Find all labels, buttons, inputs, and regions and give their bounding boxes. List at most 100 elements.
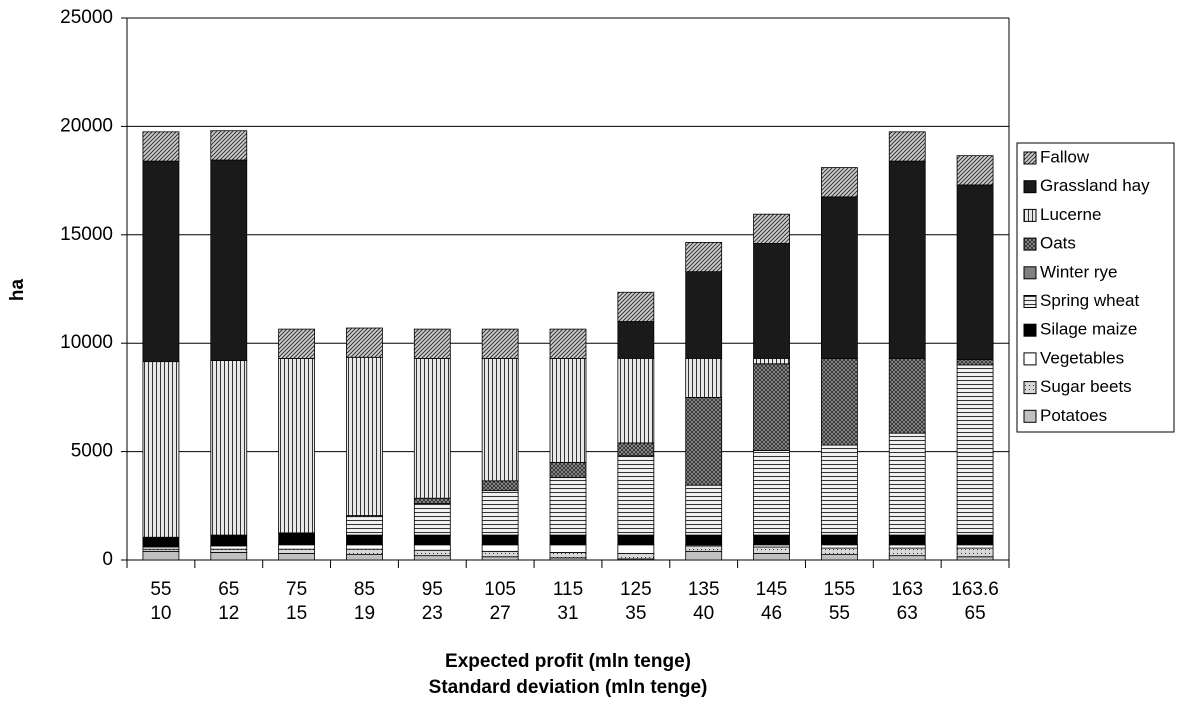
legend-label: Oats [1040, 234, 1076, 253]
legend-swatch [1023, 237, 1037, 251]
bar-segment [685, 241, 723, 273]
bar-segment [142, 536, 180, 548]
bar-segment [413, 357, 451, 499]
bar-segment [685, 484, 723, 536]
legend-swatch [1023, 323, 1037, 337]
bar-segment [210, 545, 248, 550]
x-tick-label: 12 [218, 603, 239, 624]
bar-segment [820, 554, 858, 561]
legend-swatch [1023, 180, 1037, 194]
bar-segment [142, 160, 180, 363]
bar-segment [888, 131, 926, 162]
legend-swatch [1023, 208, 1037, 222]
bar-segment [888, 432, 926, 536]
bar-segment [413, 549, 451, 557]
legend-label: Fallow [1040, 147, 1090, 166]
bar-segment [481, 544, 519, 552]
bar-segment [549, 357, 587, 463]
bar-segment [956, 184, 994, 360]
bar-segment [956, 359, 994, 366]
bar-segment [685, 545, 723, 552]
bar-segment [549, 328, 587, 359]
x-tick-label: 15 [286, 603, 307, 624]
bar-segment [753, 213, 790, 244]
bar-segment [753, 546, 790, 554]
x-tick-label: 75 [286, 579, 307, 600]
x-tick-label: 85 [354, 579, 375, 600]
y-tick-label: 15000 [60, 224, 113, 245]
bar-segment [685, 271, 723, 359]
bar-segment [346, 327, 383, 358]
bar-segment [549, 534, 587, 546]
bar-segment [685, 550, 723, 561]
legend-box [1016, 142, 1175, 433]
bar-segment [820, 444, 858, 536]
bar-segment [142, 550, 180, 561]
bar-segment [753, 534, 790, 546]
y-tick-label: 5000 [71, 441, 113, 462]
bar-segment [210, 159, 248, 361]
bar-segment [278, 548, 316, 554]
bar-segment [278, 357, 316, 534]
bar-segment [346, 554, 383, 561]
bar-segment [346, 356, 383, 516]
legend-label: Spring wheat [1040, 291, 1140, 310]
bar-segment [210, 360, 248, 536]
bar-segment [142, 361, 180, 538]
y-tick-label: 0 [102, 549, 113, 570]
bar-segment [481, 534, 519, 546]
x-tick-label: 125 [620, 579, 652, 600]
bar-segment [617, 534, 655, 546]
x-tick-label: 55 [150, 579, 171, 600]
bar-segment [820, 547, 858, 555]
bar-segment [278, 544, 316, 550]
bar-segment [888, 547, 926, 557]
x-axis-label: Expected profit (mln tenge) [445, 651, 691, 672]
bar-segment [481, 357, 519, 482]
bar-segment [481, 328, 519, 359]
x-tick-label: 163 [891, 579, 923, 600]
x-tick-label: 46 [761, 603, 782, 624]
legend-label: Grassland hay [1040, 176, 1150, 195]
bar-segment [142, 131, 180, 162]
bar-segment [278, 532, 316, 546]
legend-label: Potatoes [1040, 406, 1107, 425]
bar-segment [481, 480, 519, 492]
bar-segment [956, 544, 994, 549]
bar-segment [888, 534, 926, 546]
x-tick-label: 115 [553, 579, 583, 600]
bar-segment [346, 548, 383, 555]
bar-segment [753, 363, 790, 451]
y-tick-label: 10000 [60, 332, 113, 353]
x-tick-label: 27 [490, 603, 511, 624]
bar-segment [210, 548, 248, 553]
bar-segment [210, 534, 248, 547]
bar-segment [617, 357, 655, 444]
x-tick-label: 145 [756, 579, 788, 600]
legend-swatch [1023, 409, 1037, 423]
bar-segment [549, 477, 587, 536]
legend-swatch [1023, 295, 1037, 308]
bar-segment [346, 544, 383, 550]
x-tick-label: 65 [965, 603, 986, 624]
bar-segment [956, 547, 994, 558]
bar-segment [820, 534, 858, 546]
bar-segment [888, 544, 926, 549]
bar-segment [956, 155, 994, 186]
bar-segment [413, 503, 451, 536]
bar-segment [685, 357, 723, 398]
legend-label: Silage maize [1040, 320, 1137, 339]
bar-segment [820, 544, 858, 549]
bar-segment [346, 516, 383, 536]
bar-segment [753, 553, 790, 561]
bar-segment [278, 553, 316, 561]
bar-segment [820, 196, 858, 359]
x-tick-label: 35 [625, 603, 646, 624]
bar-segment [481, 556, 519, 561]
bar-segment [617, 544, 655, 554]
bar-segment [346, 534, 383, 546]
bar-segment [617, 291, 655, 322]
legend-swatch [1023, 381, 1037, 395]
bar-segment [888, 357, 926, 434]
